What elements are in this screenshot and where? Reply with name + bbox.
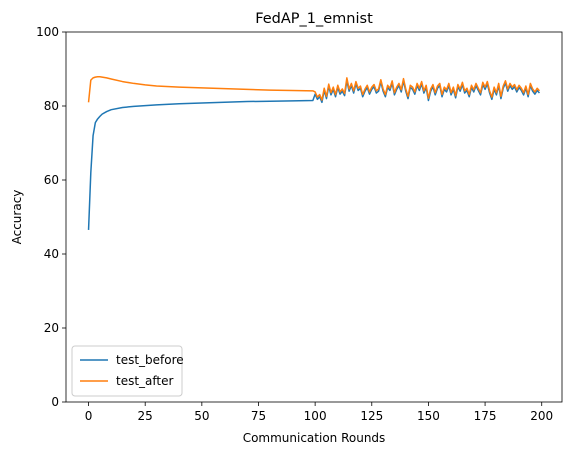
x-tick-label: 150 [417, 409, 440, 423]
x-tick-label: 50 [194, 409, 209, 423]
x-tick-label: 175 [474, 409, 497, 423]
line-series [87, 80, 541, 230]
x-tick-label: 25 [138, 409, 153, 423]
x-tick-label: 200 [530, 409, 553, 423]
y-tick-label: 80 [44, 99, 59, 113]
y-tick-label: 100 [36, 25, 59, 39]
y-axis-label: Accuracy [10, 190, 24, 245]
legend-label: test_before [116, 353, 184, 367]
legend-label: test_after [116, 374, 174, 388]
x-tick-label: 100 [304, 409, 327, 423]
y-tick-label: 60 [44, 173, 59, 187]
line-series [87, 76, 541, 103]
y-tick-label: 0 [51, 395, 59, 409]
x-tick-label: 125 [360, 409, 383, 423]
x-axis-label: Communication Rounds [243, 431, 386, 445]
y-tick-label: 20 [44, 321, 59, 335]
chart-title: FedAP_1_emnist [255, 11, 373, 27]
x-tick-label: 75 [251, 409, 266, 423]
plot-frame [65, 31, 563, 403]
legend-box [71, 345, 183, 397]
x-tick-label: 0 [85, 409, 93, 423]
y-tick-label: 40 [44, 247, 59, 261]
